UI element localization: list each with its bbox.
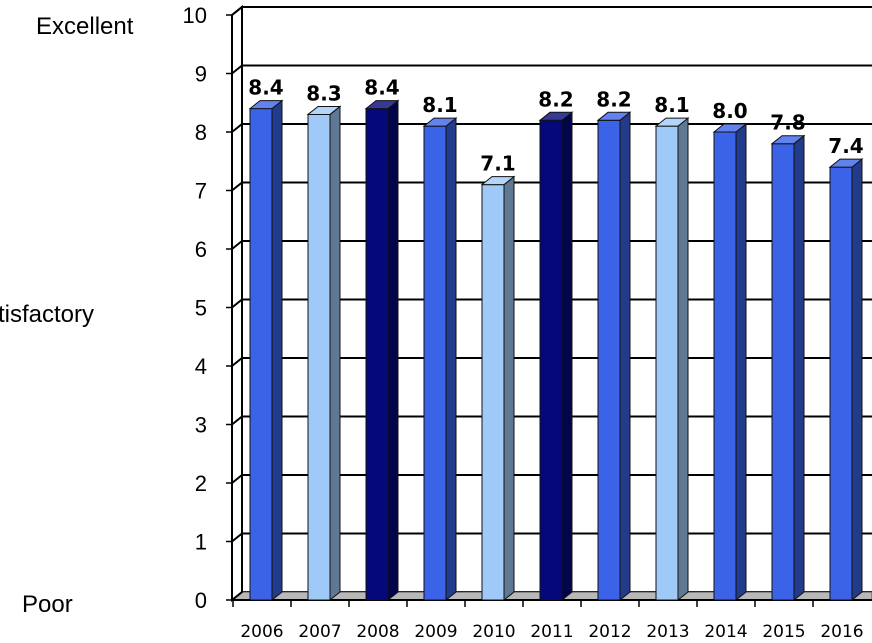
bar-front bbox=[249, 108, 273, 601]
data-label: 8.2 bbox=[538, 87, 573, 111]
y-tick-label: 5 bbox=[195, 296, 207, 321]
bar-side bbox=[793, 134, 805, 602]
bar-side bbox=[445, 117, 457, 602]
x-tick-label: 2015 bbox=[762, 622, 805, 642]
x-tick-label: 2010 bbox=[472, 622, 515, 642]
bar-front bbox=[597, 119, 621, 601]
bar-side bbox=[329, 105, 341, 602]
bar-top bbox=[422, 117, 458, 127]
bar-side bbox=[387, 99, 399, 602]
bar-front bbox=[655, 125, 679, 601]
data-label: 8.3 bbox=[306, 81, 341, 105]
bar-side bbox=[735, 122, 747, 602]
x-tick-label: 2014 bbox=[704, 622, 747, 642]
bar-front bbox=[423, 125, 447, 601]
y-tick-label: 7 bbox=[195, 179, 207, 204]
x-tick-label: 2013 bbox=[646, 622, 689, 642]
x-tick-label: 2008 bbox=[356, 622, 399, 642]
bar-top bbox=[538, 111, 574, 121]
bar-top bbox=[770, 135, 806, 145]
y-tick-label: 2 bbox=[195, 471, 207, 496]
bar-side bbox=[561, 111, 573, 602]
data-label: 8.4 bbox=[364, 76, 399, 100]
bar-front bbox=[713, 131, 737, 601]
bar-top bbox=[480, 176, 516, 186]
data-label: 8.2 bbox=[596, 87, 631, 111]
x-tick-label: 2011 bbox=[530, 622, 573, 642]
data-label: 7.8 bbox=[770, 111, 805, 135]
bar-top bbox=[364, 100, 400, 110]
bar-side bbox=[619, 111, 631, 602]
bar-top bbox=[654, 117, 690, 127]
bar-front bbox=[771, 143, 795, 601]
bar-side bbox=[851, 158, 863, 602]
x-tick-label: 2012 bbox=[588, 622, 631, 642]
bar-side bbox=[677, 117, 689, 602]
data-label: 8.0 bbox=[712, 99, 747, 123]
bar-front bbox=[481, 184, 505, 601]
x-tick-label: 2006 bbox=[240, 622, 283, 642]
bar-front bbox=[829, 166, 853, 601]
bar-front bbox=[539, 119, 563, 601]
y-tick-label: 1 bbox=[195, 530, 207, 555]
bar-front bbox=[365, 108, 389, 601]
x-tick-label: 2009 bbox=[414, 622, 457, 642]
y-tick-label: 0 bbox=[195, 588, 207, 613]
bar-top bbox=[248, 100, 284, 110]
bars bbox=[248, 99, 864, 602]
data-label: 7.1 bbox=[480, 152, 515, 176]
rating-label-satisfactory: tisfactory bbox=[0, 301, 94, 328]
bar-side bbox=[503, 175, 515, 602]
data-label: 7.4 bbox=[828, 134, 863, 158]
rating-labels: Excellent tisfactory Poor bbox=[0, 13, 134, 618]
rating-label-poor: Poor bbox=[22, 591, 73, 618]
bar-top bbox=[828, 158, 864, 168]
y-tick-label: 8 bbox=[195, 120, 207, 145]
rating-label-excellent: Excellent bbox=[36, 13, 134, 40]
bar-top bbox=[712, 123, 748, 133]
data-label: 8.4 bbox=[248, 76, 283, 100]
x-axis-ticks: 2006 2007 2008 2009 2010 2011 2012 2013 2014 2015… bbox=[240, 622, 863, 642]
x-tick-label: 2016 bbox=[820, 622, 863, 642]
bar-top bbox=[306, 105, 342, 115]
data-labels: 8.4 8.3 8.4 8.1 7.1 8.2 8.2 8.1 8.0 7.8 7.4 bbox=[248, 76, 863, 176]
y-tick-label: 10 bbox=[183, 3, 207, 28]
bar-front bbox=[307, 113, 331, 601]
gridline bbox=[231, 6, 872, 16]
bar-top bbox=[596, 111, 632, 121]
y-tick-label: 4 bbox=[195, 354, 207, 379]
x-tick-label: 2007 bbox=[298, 622, 341, 642]
y-tick-label: 3 bbox=[195, 413, 207, 438]
bar-side bbox=[271, 99, 283, 602]
y-axis-ticks: 0 1 2 3 4 5 6 7 8 9 10 bbox=[183, 3, 207, 613]
y-tick-label: 6 bbox=[195, 237, 207, 262]
gridline bbox=[231, 64, 872, 75]
data-label: 8.1 bbox=[654, 93, 689, 117]
data-label: 8.1 bbox=[422, 93, 457, 117]
y-tick-label: 9 bbox=[195, 62, 207, 87]
